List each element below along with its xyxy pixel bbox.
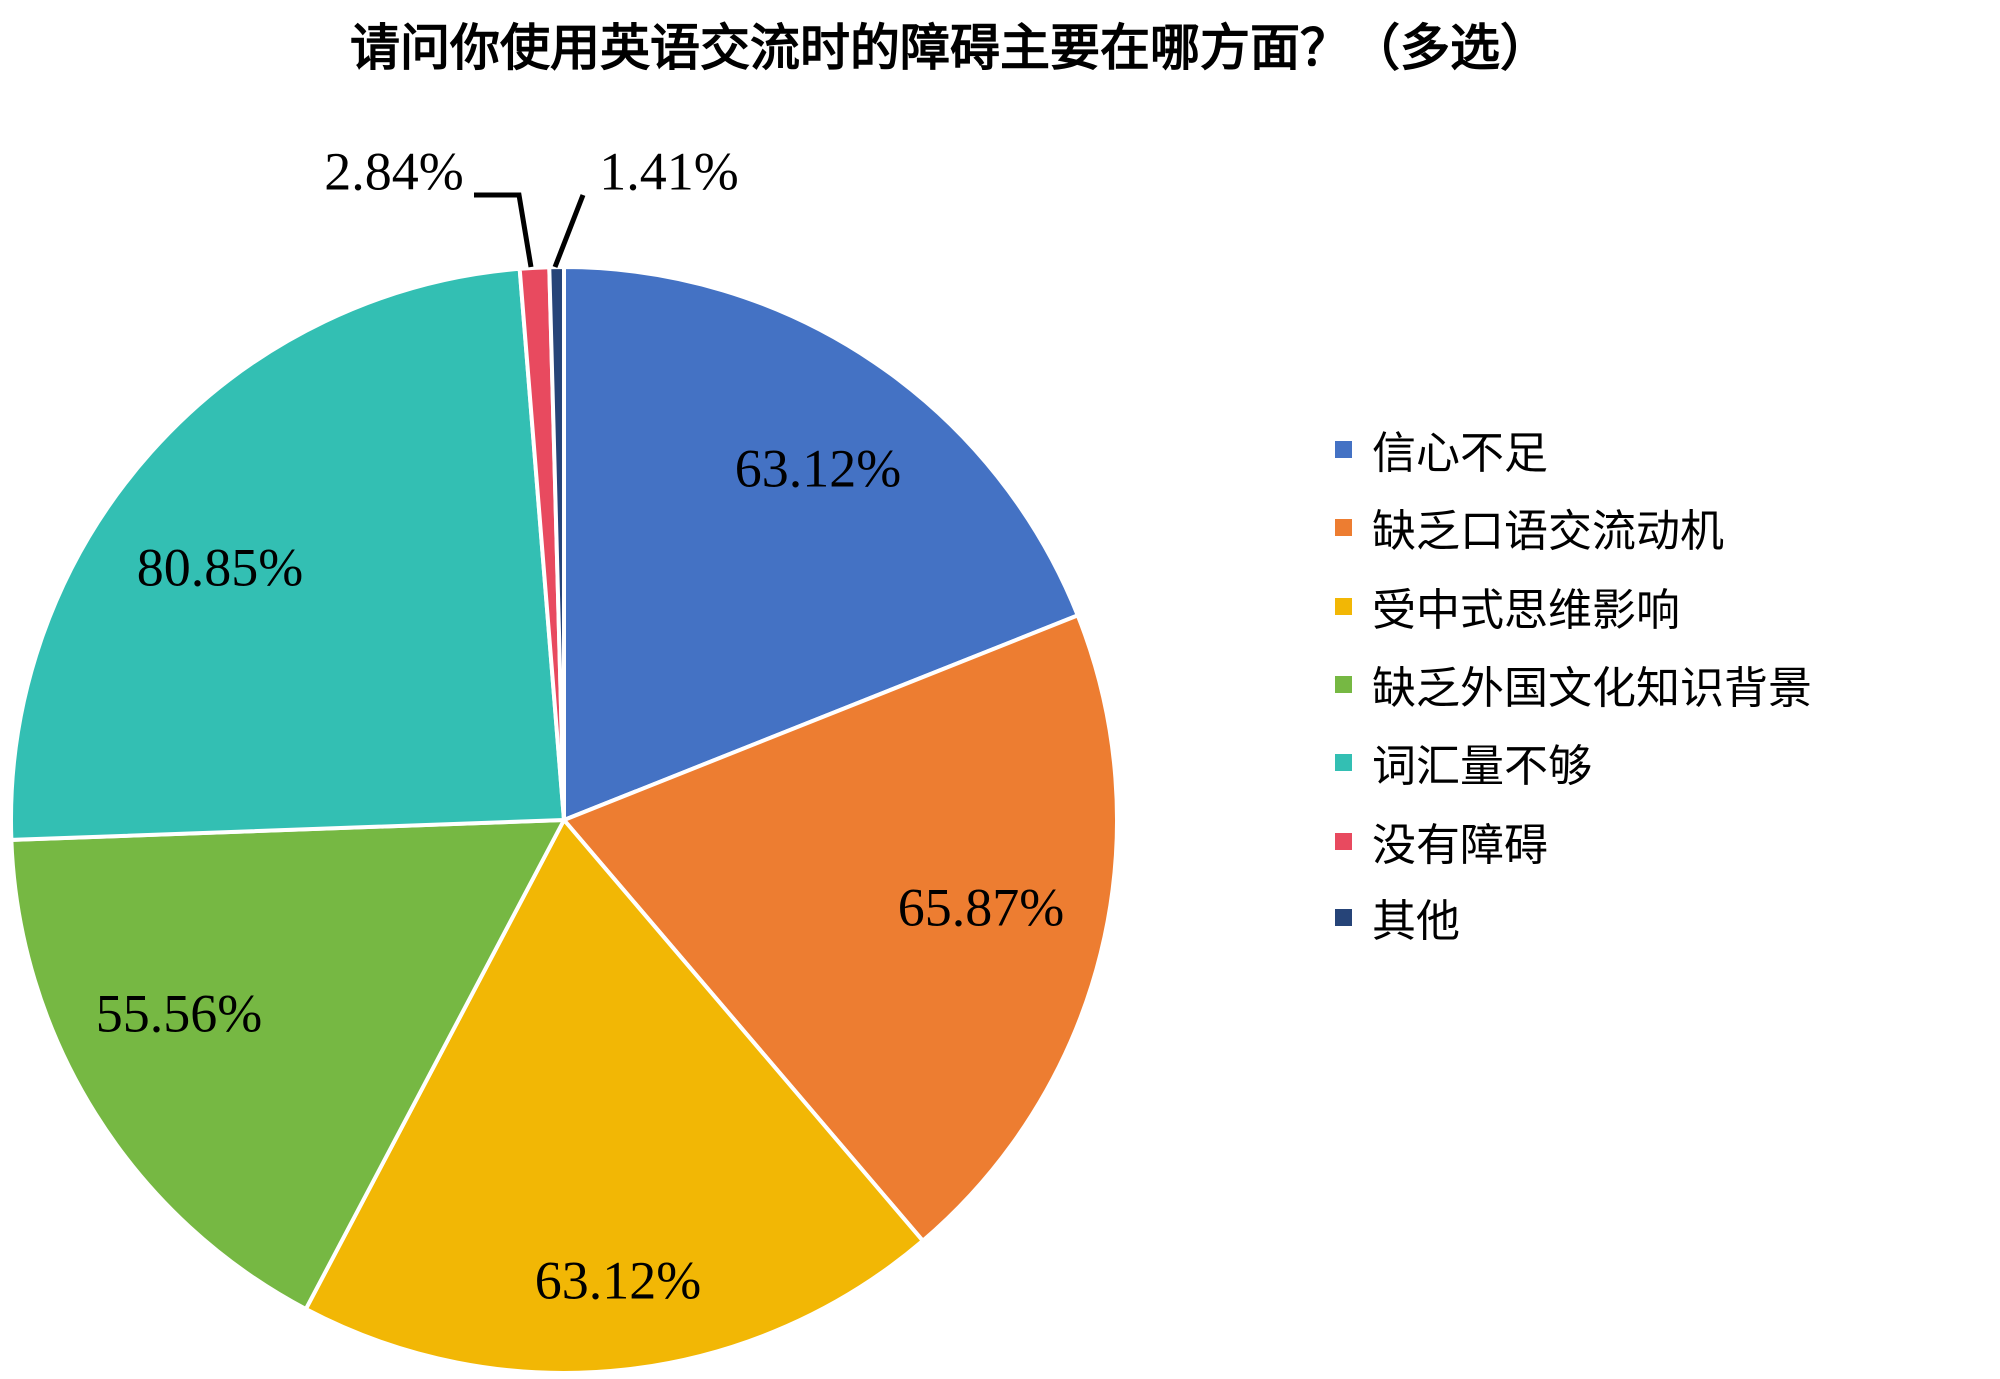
data-label: 65.87% [898,877,1064,937]
legend-label: 其他 [1372,896,1460,947]
legend-item: 没有障碍 [1335,809,1548,873]
legend-item: 其他 [1335,885,1460,949]
legend-swatch [1335,518,1352,536]
legend-item: 缺乏口语交流动机 [1335,495,1724,559]
legend-label: 词汇量不够 [1372,741,1592,792]
legend-swatch [1335,675,1352,693]
data-label: 55.56% [96,983,262,1043]
data-label: 2.84% [324,141,463,201]
legend-label: 没有障碍 [1372,820,1548,871]
legend-swatch [1335,753,1352,771]
legend-label: 缺乏外国文化知识背景 [1372,663,1812,714]
legend-swatch [1335,908,1352,926]
pie-slice [562,264,1081,823]
legend-swatch [1335,832,1352,850]
legend-swatch [1335,440,1352,458]
legend-item: 词汇量不够 [1335,730,1592,794]
pie-slice [9,266,567,842]
legend-label: 缺乏口语交流动机 [1372,506,1724,557]
leader-line [474,192,534,268]
legend-swatch [1335,597,1352,615]
legend-label: 信心不足 [1372,428,1548,479]
legend-item: 受中式思维影响 [1335,574,1680,638]
pie-slice [303,816,926,1375]
pie-slice [560,612,1120,1244]
data-label: 63.12% [735,438,901,498]
leader-line [552,194,586,268]
legend-label: 受中式思维影响 [1372,585,1680,636]
legend-item: 缺乏外国文化知识背景 [1335,652,1812,716]
legend-item: 信心不足 [1335,417,1548,481]
data-label: 1.41% [599,141,738,201]
chart-title: 请问你使用英语交流时的障碍主要在哪方面？（多选） [350,19,1550,77]
data-label: 80.85% [137,537,303,597]
pie-slice [9,817,568,1312]
data-label: 63.12% [535,1250,701,1310]
